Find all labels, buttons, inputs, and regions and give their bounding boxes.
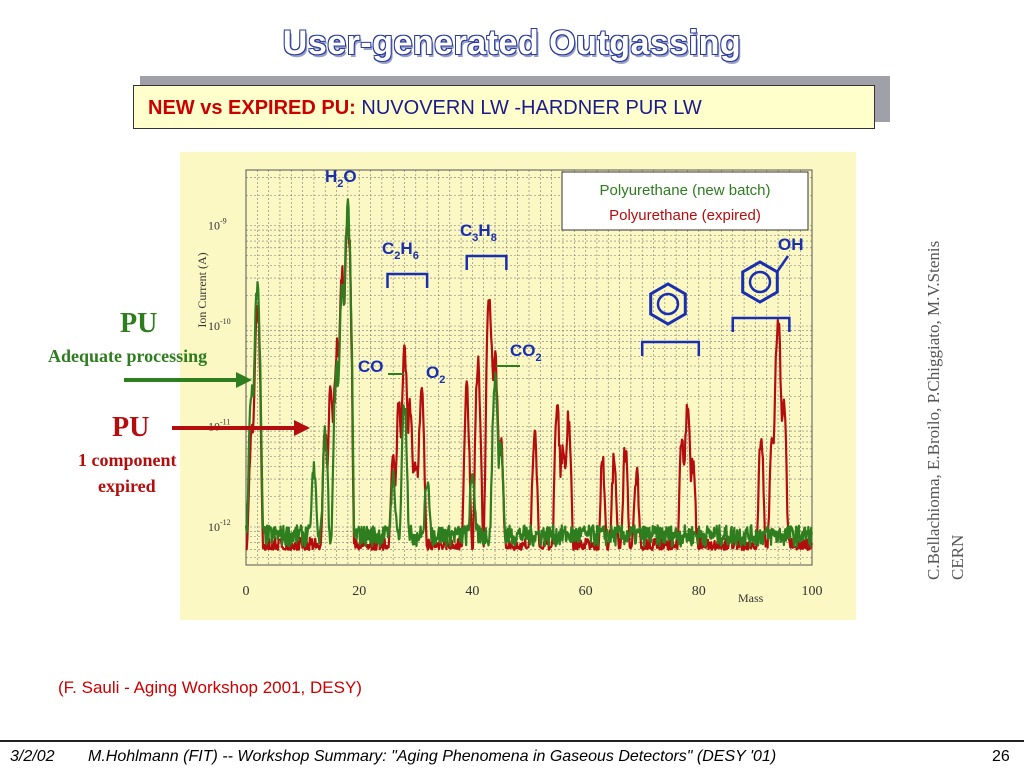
x-tick-label: 0 xyxy=(243,584,250,599)
pu-bad-desc-1: 1 component xyxy=(78,450,177,470)
annotation-c2h6: C2H6 xyxy=(382,239,419,262)
subtitle-red: NEW vs EXPIRED PU xyxy=(148,97,350,119)
phenol-ring-icon xyxy=(748,270,772,294)
annotation-c3h8: C3H8 xyxy=(460,221,497,244)
credit-authors: C.Bellachioma, E.Broilo, P.Chiggiato, M.… xyxy=(924,240,943,580)
x-tick-label: 60 xyxy=(579,584,593,599)
pu-bad-label: PU xyxy=(112,412,150,443)
footer-divider xyxy=(0,740,1024,742)
subtitle-box: NEW vs EXPIRED PU: NUVOVERN LW -HARDNER … xyxy=(133,85,875,129)
legend: Polyurethane (new batch) Polyurethane (ex… xyxy=(561,171,809,231)
pu-good-label: PU xyxy=(120,308,158,339)
pu-good-desc: Adequate processing xyxy=(48,346,208,366)
annotation-h2o: H2O xyxy=(325,167,357,190)
x-tick-label: 40 xyxy=(465,584,479,599)
arrowhead-pu-bad-icon xyxy=(294,420,310,436)
y-tick-label: 10-10 xyxy=(208,317,231,333)
y-tick-label: 10-11 xyxy=(208,418,230,434)
subtitle-blue: NUVOVERN LW -HARDNER PUR LW xyxy=(361,97,702,119)
benzene-icon xyxy=(649,282,687,326)
page-title: User-generated Outgassing xyxy=(282,24,742,62)
bracket-phenol xyxy=(731,316,791,332)
legend-box xyxy=(561,171,809,231)
bracket-c2h6 xyxy=(386,272,429,288)
y-axis-label: Ion Current (A) xyxy=(195,252,209,327)
y-tick-label: 10-9 xyxy=(208,217,227,233)
y-tick-label: 10-12 xyxy=(208,518,231,534)
subtitle-colon: : xyxy=(349,97,356,119)
x-axis-label: Mass xyxy=(738,591,764,605)
x-tick-label: 100 xyxy=(802,584,823,599)
annotation-o2: O2 xyxy=(426,363,445,386)
arrowhead-pu-good-icon xyxy=(236,372,252,388)
plot-frame xyxy=(245,169,813,566)
footer-page: 26 xyxy=(992,748,1010,765)
series-line-new-batch xyxy=(244,198,813,548)
annotation-co2: CO2 xyxy=(510,341,542,364)
phenol-bond xyxy=(775,255,790,273)
benzene-ring-icon xyxy=(656,292,680,316)
pu-bad-desc-2: expired xyxy=(98,476,156,496)
bracket-c3h8 xyxy=(465,254,508,270)
credit-institute: CERN xyxy=(948,534,967,580)
x-tick-label: 80 xyxy=(692,584,706,599)
annotation-co: CO xyxy=(358,357,384,376)
footer-text: M.Hohlmann (FIT) -- Workshop Summary: "A… xyxy=(88,748,777,765)
reference-text: (F. Sauli - Aging Workshop 2001, DESY) xyxy=(58,678,362,697)
x-tick-label: 20 xyxy=(352,584,366,599)
footer-date: 3/2/02 xyxy=(10,748,55,765)
annotation-oh: OH xyxy=(778,235,804,254)
legend-entry-expired: Polyurethane (expired) xyxy=(609,207,761,224)
bracket-benzene xyxy=(640,340,701,356)
legend-entry-new-batch: Polyurethane (new batch) xyxy=(600,182,771,199)
credit-block: C.Bellachioma, E.Broilo, P.Chiggiato, M.… xyxy=(850,140,970,580)
